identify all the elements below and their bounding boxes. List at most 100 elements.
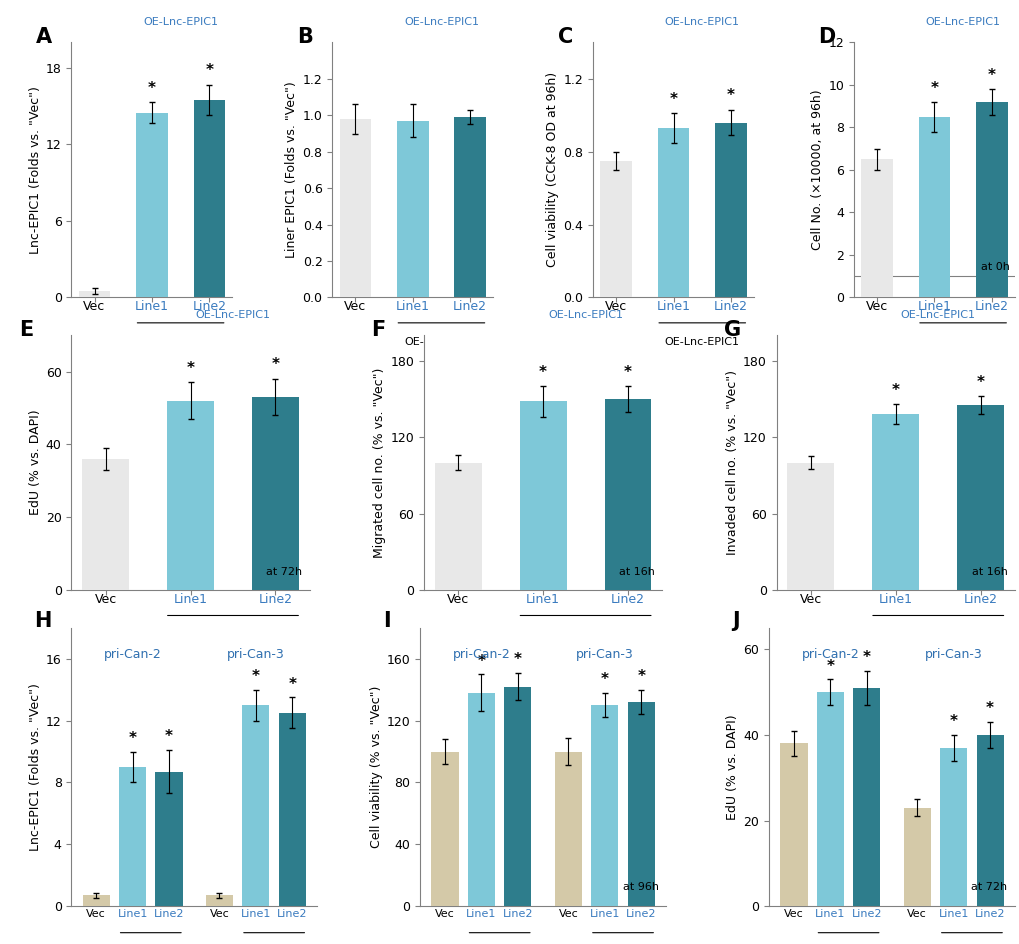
Text: Line1: Line1 xyxy=(135,300,169,312)
Text: Line2: Line2 xyxy=(277,909,308,919)
Y-axis label: Invaded cell no. (% vs. "Vec"): Invaded cell no. (% vs. "Vec") xyxy=(726,370,738,555)
Bar xyxy=(957,405,1003,590)
Text: pri-Can-2: pri-Can-2 xyxy=(452,649,510,661)
Text: pri-Can-2: pri-Can-2 xyxy=(104,649,161,661)
Text: C: C xyxy=(557,27,573,47)
Text: OE-Lnc-EPIC1: OE-Lnc-EPIC1 xyxy=(143,337,218,346)
Text: *: * xyxy=(668,93,677,107)
Bar xyxy=(975,734,1003,906)
Text: F: F xyxy=(371,320,385,340)
Bar xyxy=(136,112,167,297)
Text: Line1: Line1 xyxy=(878,593,912,605)
Text: *: * xyxy=(288,677,297,692)
Text: *: * xyxy=(929,80,937,95)
Bar xyxy=(853,688,879,906)
Bar xyxy=(520,401,566,590)
Text: OE-Lnc-EPIC1: OE-Lnc-EPIC1 xyxy=(143,17,218,27)
Text: OE-Lnc-EPIC1: OE-Lnc-EPIC1 xyxy=(924,337,1000,346)
Text: Line1: Line1 xyxy=(916,300,951,312)
Y-axis label: Migrated cell no. (% vs. "Vec"): Migrated cell no. (% vs. "Vec") xyxy=(373,367,386,558)
Text: OE-Lnc-EPIC1: OE-Lnc-EPIC1 xyxy=(404,337,479,346)
Bar xyxy=(657,128,689,297)
Text: A: A xyxy=(36,27,52,47)
Bar xyxy=(252,397,299,590)
Text: pri-Can-3: pri-Can-3 xyxy=(924,649,981,661)
Bar xyxy=(453,117,485,297)
Bar xyxy=(627,702,654,906)
Bar xyxy=(243,705,269,906)
Y-axis label: Liner EPIC1 (Folds vs. "Vec"): Liner EPIC1 (Folds vs. "Vec") xyxy=(285,81,298,259)
Bar xyxy=(871,414,918,590)
Text: Vec: Vec xyxy=(343,300,366,312)
Text: Vec: Vec xyxy=(784,909,803,919)
Bar xyxy=(431,751,459,906)
Text: Line2: Line2 xyxy=(193,300,226,312)
Text: at 16h: at 16h xyxy=(971,567,1007,577)
Text: E: E xyxy=(19,320,34,340)
Text: pri-Can-3: pri-Can-3 xyxy=(227,649,284,661)
Text: *: * xyxy=(477,653,485,668)
Text: Line1: Line1 xyxy=(814,909,845,919)
Bar xyxy=(554,751,582,906)
Y-axis label: Cell viability (% vs. "Vec"): Cell viability (% vs. "Vec") xyxy=(369,685,382,849)
Text: OE-Lnc-EPIC1: OE-Lnc-EPIC1 xyxy=(900,310,975,320)
Text: *: * xyxy=(637,669,645,684)
Text: Vec: Vec xyxy=(95,593,116,605)
Text: Line2: Line2 xyxy=(963,593,997,605)
Text: *: * xyxy=(976,375,983,390)
Text: *: * xyxy=(148,81,156,96)
Bar xyxy=(206,896,232,906)
Text: Line1: Line1 xyxy=(395,300,429,312)
Text: Vec: Vec xyxy=(435,909,454,919)
Text: *: * xyxy=(985,701,994,716)
Text: H: H xyxy=(35,611,52,631)
Text: Line1: Line1 xyxy=(466,909,496,919)
Text: pri-Can-3: pri-Can-3 xyxy=(576,649,633,661)
Bar xyxy=(167,400,214,590)
Y-axis label: Cell viability (CCK-8 OD at 96h): Cell viability (CCK-8 OD at 96h) xyxy=(545,73,558,267)
Text: Line1: Line1 xyxy=(656,300,690,312)
Bar xyxy=(155,771,182,906)
Text: *: * xyxy=(862,650,870,665)
Text: OE-Lnc-EPIC1: OE-Lnc-EPIC1 xyxy=(196,630,270,639)
Text: *: * xyxy=(252,669,260,684)
Text: Line2: Line2 xyxy=(626,909,656,919)
Text: Line2: Line2 xyxy=(154,909,184,919)
Text: Line2: Line2 xyxy=(974,909,1005,919)
Bar xyxy=(78,291,110,297)
Bar xyxy=(468,693,494,906)
Bar xyxy=(83,896,110,906)
Text: B: B xyxy=(297,27,313,47)
Text: Vec: Vec xyxy=(865,300,888,312)
Text: at 96h: at 96h xyxy=(622,883,658,892)
Bar xyxy=(918,117,950,297)
Text: *: * xyxy=(186,362,195,376)
Text: *: * xyxy=(891,382,899,397)
Bar xyxy=(604,398,651,590)
Text: Line2: Line2 xyxy=(502,909,533,919)
Y-axis label: EdU (% vs. DAPI): EdU (% vs. DAPI) xyxy=(29,410,42,515)
Bar xyxy=(816,692,843,906)
Bar xyxy=(339,119,371,297)
Text: Vec: Vec xyxy=(558,909,578,919)
Text: *: * xyxy=(949,715,957,730)
Bar xyxy=(600,160,632,297)
Bar xyxy=(780,744,807,906)
Bar xyxy=(903,808,930,906)
Text: D: D xyxy=(817,27,835,47)
Text: Line2: Line2 xyxy=(610,593,644,605)
Text: pri-Can-2: pri-Can-2 xyxy=(801,649,858,661)
Bar xyxy=(714,123,746,297)
Text: Vec: Vec xyxy=(907,909,926,919)
Text: Line1: Line1 xyxy=(173,593,207,605)
Text: OE-Lnc-EPIC1: OE-Lnc-EPIC1 xyxy=(664,17,739,27)
Text: Vec: Vec xyxy=(84,300,106,312)
Text: Vec: Vec xyxy=(446,593,469,605)
Text: *: * xyxy=(539,364,546,379)
Text: Line1: Line1 xyxy=(937,909,968,919)
Text: Vec: Vec xyxy=(87,909,106,919)
Text: Line1: Line1 xyxy=(589,909,620,919)
Text: Vec: Vec xyxy=(209,909,229,919)
Bar xyxy=(860,160,892,297)
Bar xyxy=(434,463,481,590)
